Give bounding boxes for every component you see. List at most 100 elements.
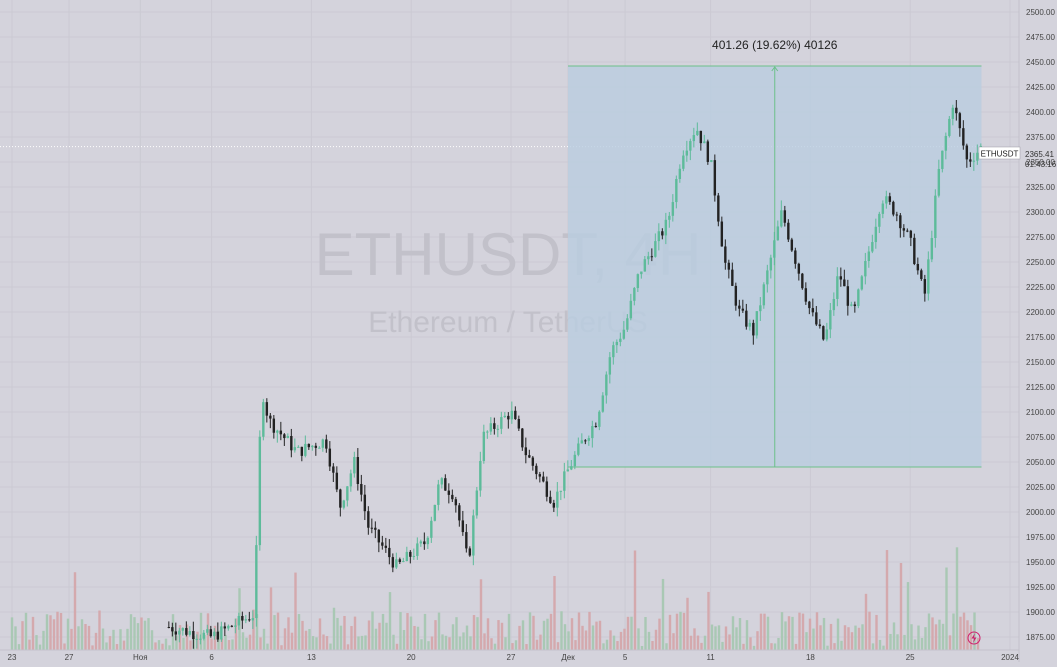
volume-bar	[493, 643, 497, 650]
candle-body	[846, 286, 850, 306]
volume-bar	[290, 632, 294, 650]
volume-bar	[892, 622, 896, 650]
price-tick-label: 2450.00	[1026, 58, 1055, 67]
time-tick-label: Дек	[561, 653, 575, 662]
price-tick-label: 2075.00	[1026, 433, 1055, 442]
volume-bar	[388, 592, 392, 650]
lightning-icon[interactable]	[967, 631, 981, 645]
volume-bar	[339, 625, 343, 650]
time-tick-label: 5	[623, 653, 628, 662]
candle-body	[437, 484, 440, 505]
volume-bar	[168, 645, 171, 650]
price-tick-label: 2350.00	[1026, 158, 1055, 167]
candle-body	[671, 202, 675, 216]
candle-body	[955, 107, 958, 114]
price-range-measure[interactable]: 401.26 (19.62%) 40126	[568, 38, 982, 468]
candle-body	[430, 520, 433, 538]
volume-bar	[959, 616, 962, 650]
volume-bar	[528, 612, 532, 650]
volume-bar	[917, 625, 920, 650]
time-axis[interactable]: 23 27 Ноя 6 13 20 27 Дек 5 11 18 25 2024	[8, 653, 1020, 662]
candle-body	[384, 545, 388, 548]
volume-bar	[73, 572, 77, 650]
volume-bar	[738, 618, 742, 650]
candle-body	[759, 305, 762, 312]
candle-body	[682, 155, 685, 169]
candle-body	[500, 417, 503, 429]
candle-body	[692, 135, 696, 142]
volume-bar	[735, 627, 738, 650]
candle-body	[696, 130, 699, 136]
volume-bar	[59, 612, 63, 650]
volume-bar	[119, 629, 122, 650]
volume-bar	[899, 562, 903, 650]
volume-bar	[45, 614, 49, 650]
candle-body	[493, 423, 496, 429]
candle-body	[916, 263, 920, 271]
volume-bar	[948, 635, 952, 650]
volume-bar	[98, 610, 101, 650]
candle-body	[185, 628, 188, 635]
volume-bar	[413, 625, 416, 650]
candle-body	[941, 150, 944, 169]
volume-bar	[665, 643, 668, 650]
volume-bar	[273, 615, 276, 650]
candle-body	[864, 261, 867, 277]
volume-bar	[84, 624, 87, 650]
candle-body	[944, 135, 948, 151]
candle-body	[745, 310, 748, 327]
volume-bar	[598, 620, 602, 650]
time-tick-label: 20	[407, 653, 416, 662]
candle-body	[346, 486, 349, 501]
volume-bar	[490, 638, 493, 650]
candle-body	[503, 415, 507, 418]
volume-bar	[637, 628, 640, 650]
volume-bar	[434, 620, 437, 650]
candle-body	[748, 322, 752, 327]
volume-bar	[686, 597, 689, 650]
volume-bar	[721, 641, 724, 650]
price-axis[interactable]: 1875.00 1900.00 1925.00 1950.00 1975.00 2000.…	[1026, 8, 1055, 642]
volume-bar	[896, 634, 899, 650]
candle-body	[836, 276, 839, 300]
candle-body	[626, 318, 629, 330]
candle-body	[412, 555, 416, 557]
candle-body	[472, 515, 475, 556]
candle-body	[325, 439, 328, 449]
candle-body	[689, 141, 692, 151]
volume-bar	[875, 614, 878, 650]
volume-bar	[612, 635, 616, 650]
candle-body	[843, 279, 846, 287]
candle-body	[489, 423, 493, 432]
candlesticks	[167, 100, 983, 649]
volume-bar	[385, 622, 388, 650]
volume-bar	[651, 640, 654, 650]
volume-bar	[105, 642, 108, 650]
candle-body	[731, 269, 734, 286]
volume-bar	[311, 636, 315, 650]
volume-bar	[815, 612, 819, 650]
volume-bar	[822, 617, 826, 650]
volume-bar	[511, 643, 514, 650]
candle-body	[318, 447, 321, 449]
volume-bar	[553, 575, 556, 650]
candle-body	[265, 402, 269, 416]
candle-body	[885, 196, 888, 204]
volume-bar	[969, 625, 973, 650]
volume-bar	[416, 626, 420, 650]
volume-bar	[315, 637, 318, 650]
volume-bar	[647, 631, 651, 650]
candle-body	[377, 529, 381, 543]
volume-bar	[595, 621, 598, 650]
candle-body	[314, 445, 318, 448]
volume-bar	[794, 643, 798, 650]
candle-body	[951, 107, 955, 119]
volume-bar	[409, 616, 413, 650]
volume-bar	[574, 640, 577, 650]
volume-bar	[626, 616, 630, 650]
candle-body	[860, 276, 864, 290]
volume-bar	[266, 643, 269, 650]
volume-bar	[154, 642, 157, 650]
